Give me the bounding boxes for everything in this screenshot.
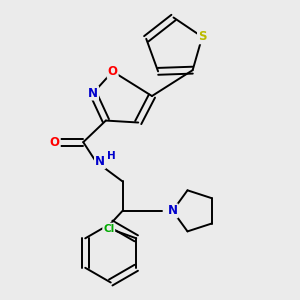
Text: H: H bbox=[107, 151, 116, 161]
Text: N: N bbox=[88, 87, 98, 100]
Text: N: N bbox=[168, 204, 178, 218]
Text: Cl: Cl bbox=[103, 224, 114, 233]
Text: S: S bbox=[198, 30, 206, 44]
Text: O: O bbox=[108, 65, 118, 78]
Text: N: N bbox=[95, 155, 105, 168]
Text: O: O bbox=[50, 136, 60, 148]
